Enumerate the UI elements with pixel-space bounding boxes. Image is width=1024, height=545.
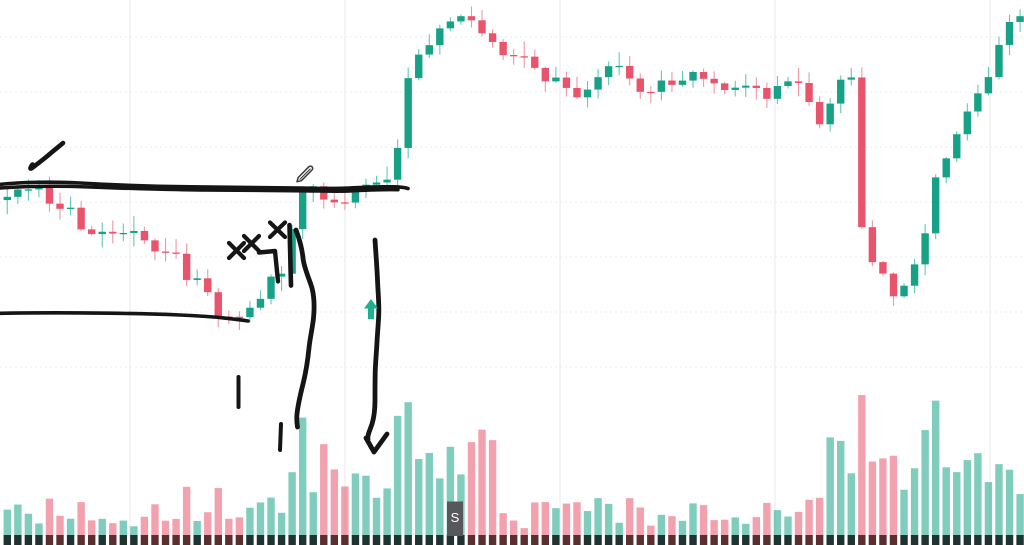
svg-text:S: S — [451, 510, 460, 525]
